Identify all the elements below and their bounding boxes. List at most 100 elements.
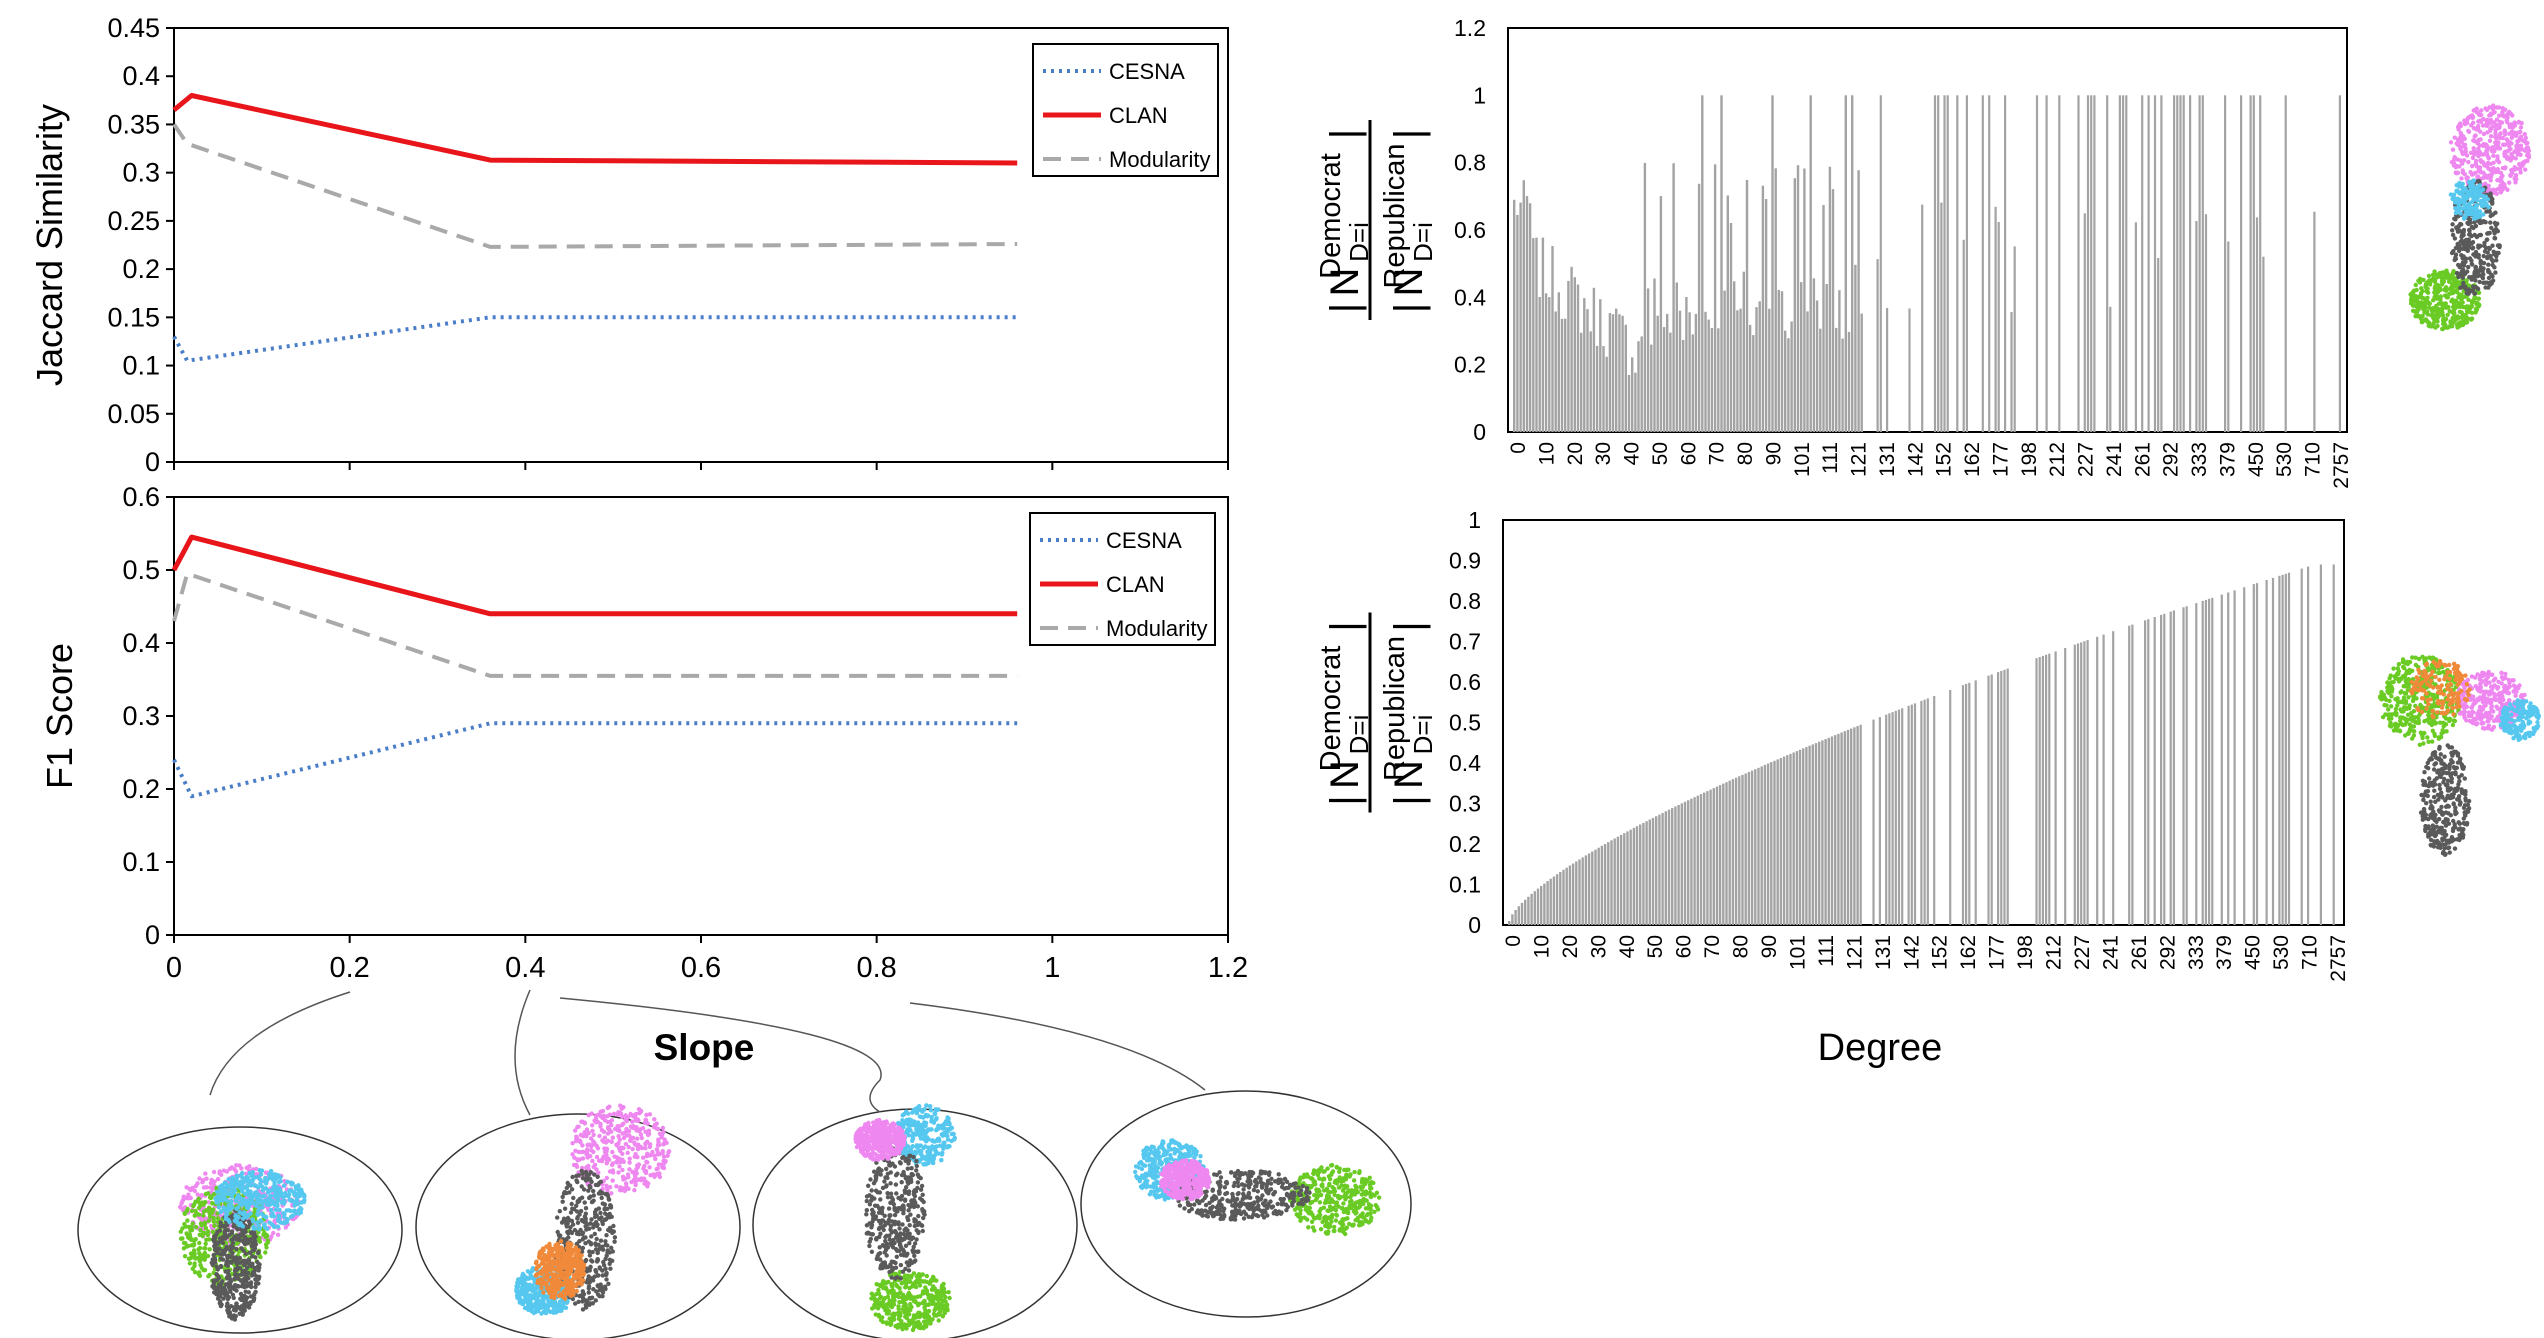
node-dot (554, 1277, 560, 1282)
bar (2147, 619, 2150, 925)
node-dot (567, 1183, 573, 1188)
node-dot (616, 1156, 621, 1161)
bar (1780, 291, 1784, 432)
node-dot (918, 1311, 923, 1317)
node-dot (226, 1253, 231, 1259)
y-tick-label: 0.9 (1449, 548, 1481, 574)
bar (2141, 95, 2144, 433)
node-dot (612, 1239, 617, 1244)
node-dot (259, 1168, 265, 1173)
bar (1940, 202, 1943, 432)
node-dot (936, 1318, 941, 1323)
node-dot (206, 1191, 211, 1196)
node-dot (922, 1314, 927, 1320)
node-dot (583, 1169, 589, 1175)
node-dot (885, 1294, 891, 1300)
node-dot (283, 1225, 288, 1230)
node-dot (197, 1240, 202, 1246)
bar (1818, 741, 1821, 925)
bar (1659, 196, 1663, 432)
node-dot (904, 1185, 909, 1190)
x-tick-label: 198 (2018, 442, 2041, 477)
node-dot (573, 1301, 578, 1306)
x-tick-label: 131 (1876, 442, 1899, 477)
node-dot (868, 1177, 873, 1182)
node-dot (525, 1269, 531, 1274)
x-tick-label: 121 (1843, 935, 1866, 970)
node-dot (215, 1211, 220, 1216)
node-dot (888, 1224, 894, 1229)
bar (1891, 712, 1894, 925)
bar (2252, 584, 2255, 925)
bar (2176, 95, 2179, 433)
node-dot (655, 1150, 660, 1155)
node-dot (272, 1218, 277, 1224)
node-dot (569, 1187, 575, 1192)
node-dot (855, 1143, 861, 1149)
node-dot (867, 1231, 872, 1236)
bar (1675, 282, 1678, 432)
node-dot (898, 1262, 904, 1268)
node-dot (885, 1195, 891, 1200)
bar (2227, 592, 2230, 925)
bar (2106, 95, 2109, 433)
node-dot (875, 1203, 880, 1209)
x-tick-label: 101 (1786, 935, 1809, 970)
node-dot (210, 1229, 216, 1235)
node-dot (574, 1134, 579, 1139)
node-dot (584, 1227, 589, 1232)
node-dot (210, 1262, 215, 1268)
node-dot (611, 1111, 617, 1117)
bar (1814, 743, 1818, 925)
bar (2102, 634, 2105, 925)
node-dot (902, 1303, 907, 1308)
node-dot (230, 1181, 235, 1187)
bar (1584, 855, 1588, 925)
bar (1729, 223, 1733, 432)
numerator-label: Democrat (1315, 153, 1347, 279)
y-tick-label: 0.4 (1449, 750, 1481, 776)
node-dot (539, 1285, 544, 1291)
node-dot (620, 1151, 625, 1157)
bar (1771, 95, 1774, 433)
node-dot (589, 1148, 594, 1153)
y-tick-label: 0.6 (1449, 669, 1481, 695)
node-dot (265, 1226, 270, 1232)
bar (1682, 339, 1685, 432)
x-tick-label: 710 (2302, 442, 2325, 477)
node-dot (264, 1201, 270, 1207)
node-dot (616, 1170, 621, 1175)
bar (2249, 95, 2252, 433)
node-dot (898, 1197, 904, 1202)
node-dot (576, 1149, 581, 1155)
node-dot (198, 1203, 203, 1209)
bar (1687, 800, 1690, 925)
node-dot (215, 1240, 220, 1245)
bar (1715, 786, 1719, 925)
bar (1946, 95, 1949, 433)
node-dot (935, 1296, 940, 1302)
bar (1907, 705, 1910, 925)
node-dot (242, 1200, 247, 1205)
node-dot (597, 1133, 602, 1139)
y-tick-label: 0.2 (122, 254, 160, 284)
node-dot (593, 1268, 598, 1273)
bar (1805, 747, 1808, 925)
node-dot (609, 1245, 614, 1251)
node-dot (238, 1306, 243, 1312)
series-line-modularity (172, 571, 1018, 678)
node-dot (195, 1192, 200, 1197)
x-tick-label: 162 (1961, 442, 1984, 477)
node-dot (621, 1121, 626, 1126)
bar (2000, 671, 2003, 925)
bar (2048, 653, 2051, 925)
node-dot (897, 1243, 903, 1248)
x-tick-label: 70 (1701, 935, 1724, 958)
node-dot (599, 1195, 604, 1201)
node-dot (536, 1278, 541, 1283)
bar (1809, 95, 1812, 433)
node-dot (889, 1275, 894, 1280)
node-dot (520, 1280, 525, 1285)
node-dot (885, 1175, 890, 1181)
